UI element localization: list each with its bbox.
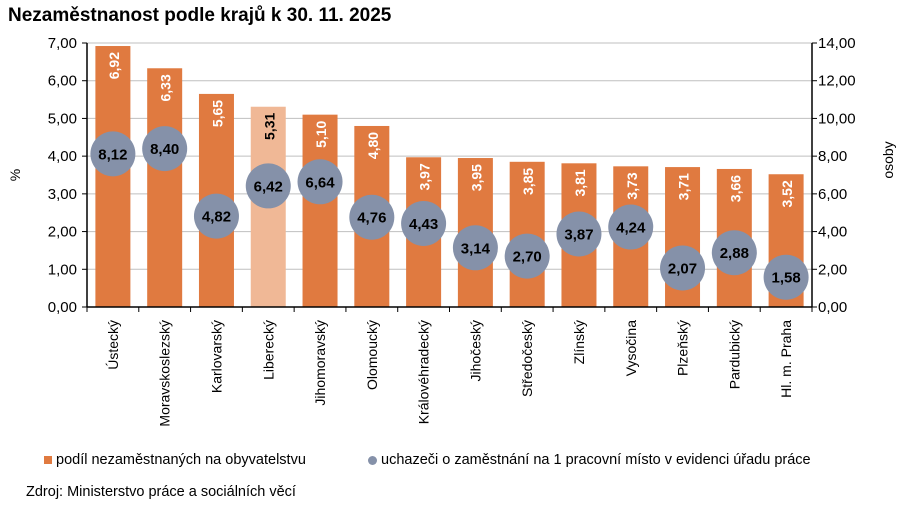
y-tick-label: 4,00 xyxy=(48,148,77,165)
bar-value-label: 3,66 xyxy=(727,175,743,202)
bubble xyxy=(401,200,447,246)
y2-tick-label: 2,00 xyxy=(818,261,847,278)
bubble xyxy=(142,126,188,172)
category-label: Ústecký xyxy=(105,320,121,370)
bubble-value-label: 4,76 xyxy=(357,210,386,227)
bar-value-label: 3,81 xyxy=(572,169,588,196)
y2-tick-label: 4,00 xyxy=(818,224,847,241)
bar-value-label: 3,97 xyxy=(417,163,433,190)
category-label: Jihomoravský xyxy=(312,320,328,406)
bubble xyxy=(608,204,654,250)
category-label: Vysočina xyxy=(623,320,639,377)
category-label: Zlínský xyxy=(571,320,587,364)
y2-tick-label: 8,00 xyxy=(818,148,847,165)
y-tick-label: 1,00 xyxy=(48,261,77,278)
y2-tick-label: 14,00 xyxy=(818,35,856,52)
bar-value-label: 6,92 xyxy=(106,52,122,79)
y2-tick-label: 0,00 xyxy=(818,299,847,316)
y-tick-label: 6,00 xyxy=(48,73,77,90)
bubble-value-label: 2,70 xyxy=(513,249,542,266)
bubble-value-label: 3,87 xyxy=(564,227,593,244)
chart-title: Nezaměstnanost podle krajů k 30. 11. 202… xyxy=(8,5,392,26)
category-label: Karlovarský xyxy=(208,320,224,393)
category-label: Hl. m. Praha xyxy=(778,320,794,398)
bubble xyxy=(556,211,602,257)
bar-value-label: 3,73 xyxy=(624,172,640,199)
y-axis-label: % xyxy=(7,169,23,181)
legend-label: podíl nezaměstnaných na obyvatelstvu xyxy=(56,452,306,468)
category-label: Plzeňský xyxy=(675,320,691,376)
bar-value-label: 5,65 xyxy=(209,100,225,127)
y2-tick-label: 6,00 xyxy=(818,186,847,203)
y-tick-label: 2,00 xyxy=(48,224,77,241)
category-label: Středočeský xyxy=(519,320,535,397)
category-label: Liberecký xyxy=(260,320,276,380)
y2-axis-label: osoby xyxy=(880,141,896,178)
bubble-value-label: 2,88 xyxy=(720,245,749,262)
source-note: Zdroj: Ministerstvo práce a sociálních v… xyxy=(26,484,296,500)
y2-tick-label: 10,00 xyxy=(818,110,856,127)
legend-bar-swatch xyxy=(44,456,52,464)
legend-item-bars: podíl nezaměstnaných na obyvatelstvu xyxy=(44,452,306,468)
y-tick-label: 3,00 xyxy=(48,186,77,203)
category-label: Královéhradecký xyxy=(416,320,432,424)
bubble xyxy=(504,233,550,279)
category-label: Pardubický xyxy=(726,320,742,389)
bubble-value-label: 6,64 xyxy=(305,174,335,191)
bar-value-label: 3,85 xyxy=(520,168,536,195)
bar-value-label: 3,52 xyxy=(779,180,795,207)
bubble-value-label: 1,58 xyxy=(772,270,801,287)
bar xyxy=(302,114,338,308)
category-label: Olomoucký xyxy=(364,320,380,390)
legend-bubble-swatch xyxy=(368,455,377,465)
bubble xyxy=(297,159,343,205)
bubble-value-label: 4,24 xyxy=(616,220,646,237)
bubble-value-label: 4,82 xyxy=(202,209,231,226)
bar-value-label: 4,80 xyxy=(365,132,381,159)
y-tick-label: 0,00 xyxy=(48,299,77,316)
bubble xyxy=(193,193,239,239)
y2-tick-label: 12,00 xyxy=(818,73,856,90)
bar xyxy=(95,46,131,307)
bubble-value-label: 3,14 xyxy=(461,240,491,257)
bubble xyxy=(711,230,757,276)
category-label: Moravskoslezský xyxy=(157,320,173,427)
bubble-value-label: 2,07 xyxy=(668,260,697,277)
bar-value-label: 6,33 xyxy=(158,74,174,101)
bubble xyxy=(452,225,498,271)
bubble-value-label: 8,40 xyxy=(150,141,179,158)
category-label: Jihočeský xyxy=(467,320,483,381)
y-tick-label: 7,00 xyxy=(48,35,77,52)
bubble xyxy=(660,245,706,291)
bubble xyxy=(245,163,291,209)
bar-value-label: 5,31 xyxy=(261,113,277,140)
bubble xyxy=(349,194,395,240)
bubble-value-label: 8,12 xyxy=(98,146,127,163)
bubble xyxy=(90,131,136,177)
bar xyxy=(147,68,183,307)
bubble xyxy=(763,254,809,300)
bar-value-label: 5,10 xyxy=(313,120,329,147)
bubble-value-label: 6,42 xyxy=(254,178,283,195)
bar-value-label: 3,71 xyxy=(676,173,692,200)
bubble-value-label: 4,43 xyxy=(409,216,438,233)
legend-label: uchazeči o zaměstnání na 1 pracovní míst… xyxy=(381,452,811,468)
y-tick-label: 5,00 xyxy=(48,110,77,127)
legend-item-bubbles: uchazeči o zaměstnání na 1 pracovní míst… xyxy=(368,452,811,468)
bar-value-label: 3,95 xyxy=(468,164,484,191)
